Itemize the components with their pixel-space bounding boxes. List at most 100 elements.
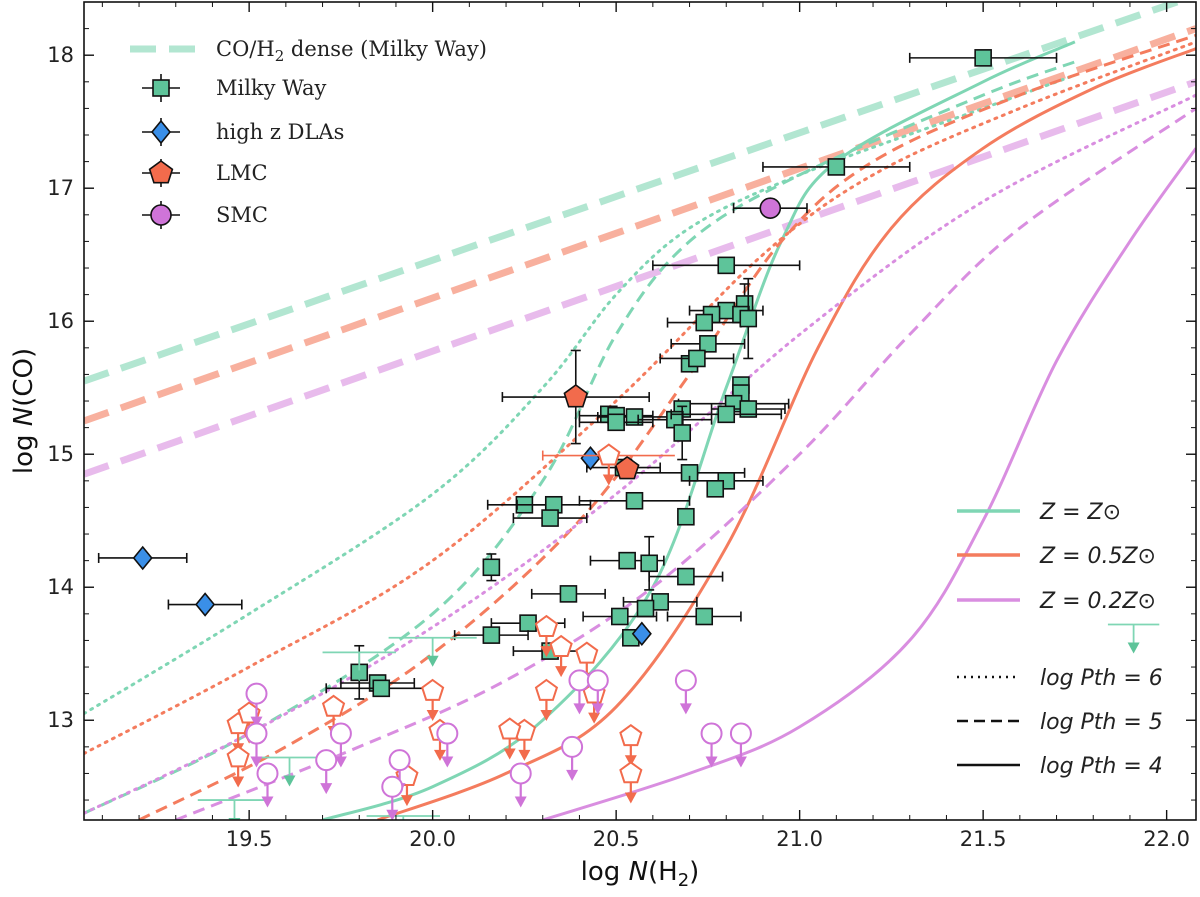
point-5-0 bbox=[597, 443, 621, 466]
legend-lmc-label: LMC bbox=[216, 161, 268, 185]
point-6-2-arrow-head bbox=[261, 796, 274, 808]
x-axis-title: log N(H2) bbox=[581, 857, 700, 891]
dense-line-1 bbox=[84, 25, 1196, 425]
legend-lmc: LMC bbox=[142, 159, 268, 187]
axes: 19.5 20.0 20.5 21.0 21.5 22.0 13 14 15 16 17 18 log … bbox=[9, 1, 1197, 891]
x-tick-label-0: 19.5 bbox=[226, 827, 273, 851]
point-0-42 bbox=[519, 614, 537, 632]
point-5-2 bbox=[549, 634, 573, 657]
legend-metal-label-0: Z = Z⊙ bbox=[1039, 500, 1121, 525]
y-tick-label-4: 17 bbox=[47, 176, 74, 200]
point-6-2 bbox=[256, 762, 279, 785]
series-milky-way bbox=[325, 49, 1058, 700]
point-6-10 bbox=[568, 669, 591, 692]
point-0-32 bbox=[677, 507, 695, 526]
series-high-z-dlas bbox=[97, 445, 652, 647]
point-1-1 bbox=[195, 592, 216, 617]
point-0-4 bbox=[717, 301, 736, 320]
point-0-41 bbox=[611, 607, 629, 626]
model-curve-2 bbox=[322, 40, 1076, 820]
point-1-0 bbox=[132, 545, 153, 571]
point-0-36 bbox=[677, 567, 695, 586]
point-2-0 bbox=[563, 384, 589, 408]
point-6-0 bbox=[245, 682, 268, 705]
point-5-3 bbox=[575, 641, 599, 664]
dense-line-0 bbox=[84, 2, 1188, 385]
point-5-4-arrow-head bbox=[540, 709, 553, 721]
point-5-4 bbox=[534, 678, 559, 701]
point-6-13 bbox=[700, 722, 723, 745]
point-0-38 bbox=[651, 593, 669, 611]
point-6-1 bbox=[245, 722, 268, 745]
legend-milky_way: Milky Way bbox=[142, 74, 326, 102]
y-tick-label-3: 16 bbox=[47, 309, 74, 333]
point-0-21 bbox=[607, 413, 625, 432]
legend-metal-label-2: Z = 0.2Z⊙ bbox=[1039, 589, 1156, 614]
point-6-8 bbox=[509, 762, 532, 785]
plot-area bbox=[84, 2, 1196, 845]
point-6-13-arrow-head bbox=[705, 756, 718, 768]
model-curve-3 bbox=[84, 40, 1196, 755]
point-5-0-arrow-head bbox=[602, 474, 615, 486]
point-6-9 bbox=[561, 735, 584, 758]
point-0-43 bbox=[482, 626, 501, 644]
point-3-0 bbox=[759, 197, 782, 219]
point-5-8 bbox=[226, 745, 250, 768]
point-4-5 bbox=[397, 834, 409, 845]
legend-smc-marker bbox=[150, 204, 172, 226]
point-5-11 bbox=[421, 678, 445, 701]
legend-smc: SMC bbox=[142, 201, 268, 229]
point-2-1 bbox=[614, 455, 640, 480]
y-tick-label-1: 14 bbox=[47, 575, 74, 599]
point-5-8-arrow-head bbox=[232, 776, 245, 788]
legend-smc-label: SMC bbox=[216, 203, 268, 227]
point-1-2 bbox=[580, 445, 601, 471]
point-0-0 bbox=[974, 49, 992, 67]
series-smc bbox=[732, 197, 808, 219]
series-lmc bbox=[501, 349, 650, 480]
point-5-5-arrow-head bbox=[588, 712, 601, 724]
legend-dlas-label: high z DLAs bbox=[216, 120, 344, 144]
point-0-8 bbox=[739, 309, 758, 328]
point-5-10-arrow-head bbox=[400, 795, 413, 807]
legend-milky_way-label: Milky Way bbox=[216, 76, 326, 100]
y-tick-label-0: 13 bbox=[47, 708, 74, 732]
point-0-26 bbox=[706, 480, 725, 498]
x-tick-label-5: 22.0 bbox=[1143, 827, 1190, 851]
x-tick-label-3: 21.0 bbox=[776, 827, 823, 851]
point-6-5 bbox=[388, 749, 411, 772]
point-6-4-arrow-head bbox=[320, 783, 333, 795]
point-6-6 bbox=[381, 775, 404, 798]
point-0-23 bbox=[717, 405, 736, 424]
model-curve-0 bbox=[84, 73, 1077, 716]
legend-milky_way-marker bbox=[152, 79, 170, 97]
point-0-22 bbox=[673, 424, 692, 442]
point-5-12-arrow-head bbox=[433, 749, 446, 761]
legend-pressure-label-1: log Pth = 5 bbox=[1040, 710, 1163, 735]
point-5-16-arrow-head bbox=[624, 792, 637, 804]
point-5-13-arrow-head bbox=[518, 749, 531, 761]
series-smc-upper-limits bbox=[245, 669, 752, 820]
legend-pressure-label-2: log Pth = 4 bbox=[1040, 754, 1163, 779]
point-1-3 bbox=[631, 621, 652, 647]
legend-lmc-marker bbox=[148, 160, 174, 184]
point-0-11 bbox=[688, 349, 706, 368]
point-6-3-arrow-head bbox=[334, 756, 347, 768]
point-4-1 bbox=[426, 655, 439, 667]
point-6-3 bbox=[329, 722, 352, 745]
point-6-12 bbox=[674, 669, 697, 692]
point-6-14-arrow-head bbox=[734, 756, 747, 768]
point-4-2 bbox=[353, 670, 366, 682]
point-5-9 bbox=[321, 694, 346, 717]
point-0-28 bbox=[625, 491, 644, 510]
point-0-7 bbox=[695, 313, 714, 332]
plot-frame bbox=[83, 1, 1197, 821]
point-0-40 bbox=[695, 607, 714, 626]
legend-dense-label: CO/H2 dense (Milky Way) bbox=[216, 37, 487, 65]
point-0-33 bbox=[482, 558, 501, 577]
point-5-15 bbox=[619, 723, 643, 747]
y-tick-label-5: 18 bbox=[47, 43, 74, 67]
x-tick-label-2: 20.5 bbox=[593, 827, 640, 851]
point-0-9 bbox=[699, 335, 717, 353]
